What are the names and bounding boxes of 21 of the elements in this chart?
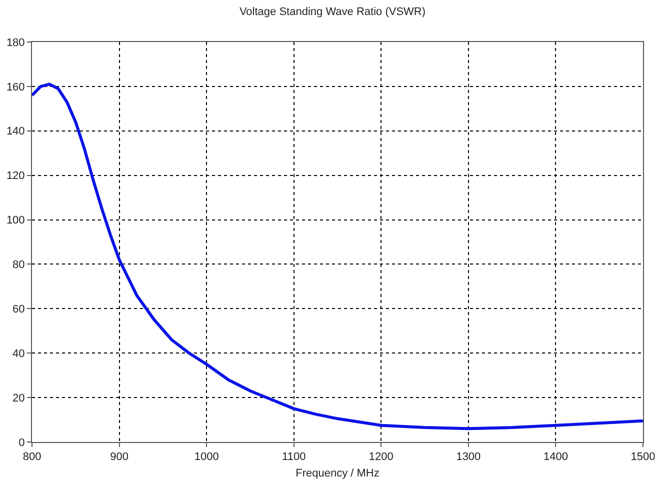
x-tick-label: 1500 — [630, 451, 656, 464]
chart-title: Voltage Standing Wave Ratio (VSWR) — [239, 6, 426, 18]
y-tick-label: 140 — [6, 126, 25, 138]
x-tick-label: 900 — [110, 451, 128, 464]
x-tick-label: 1000 — [194, 451, 219, 464]
y-tick-label: 160 — [6, 81, 25, 94]
y-tick-label: 20 — [12, 392, 25, 404]
x-tick-label: 1100 — [282, 451, 306, 464]
line-series — [32, 82, 643, 430]
x-tick-label: 800 — [22, 451, 42, 464]
y-tick-label: 40 — [12, 348, 25, 360]
y-tick-label: 80 — [12, 259, 25, 272]
y-tick-label: 100 — [6, 214, 25, 227]
x-tick-label: 1200 — [368, 451, 394, 464]
y-tick-label: 60 — [12, 304, 25, 316]
x-tick-label: 1400 — [543, 451, 568, 464]
x-axis-title: Frequency / MHz — [296, 467, 380, 480]
y-tick-label: 180 — [6, 36, 25, 49]
x-tick-label: 1300 — [456, 451, 481, 464]
y-tick-label: 0 — [18, 436, 25, 449]
y-tick-label: 120 — [6, 170, 25, 182]
